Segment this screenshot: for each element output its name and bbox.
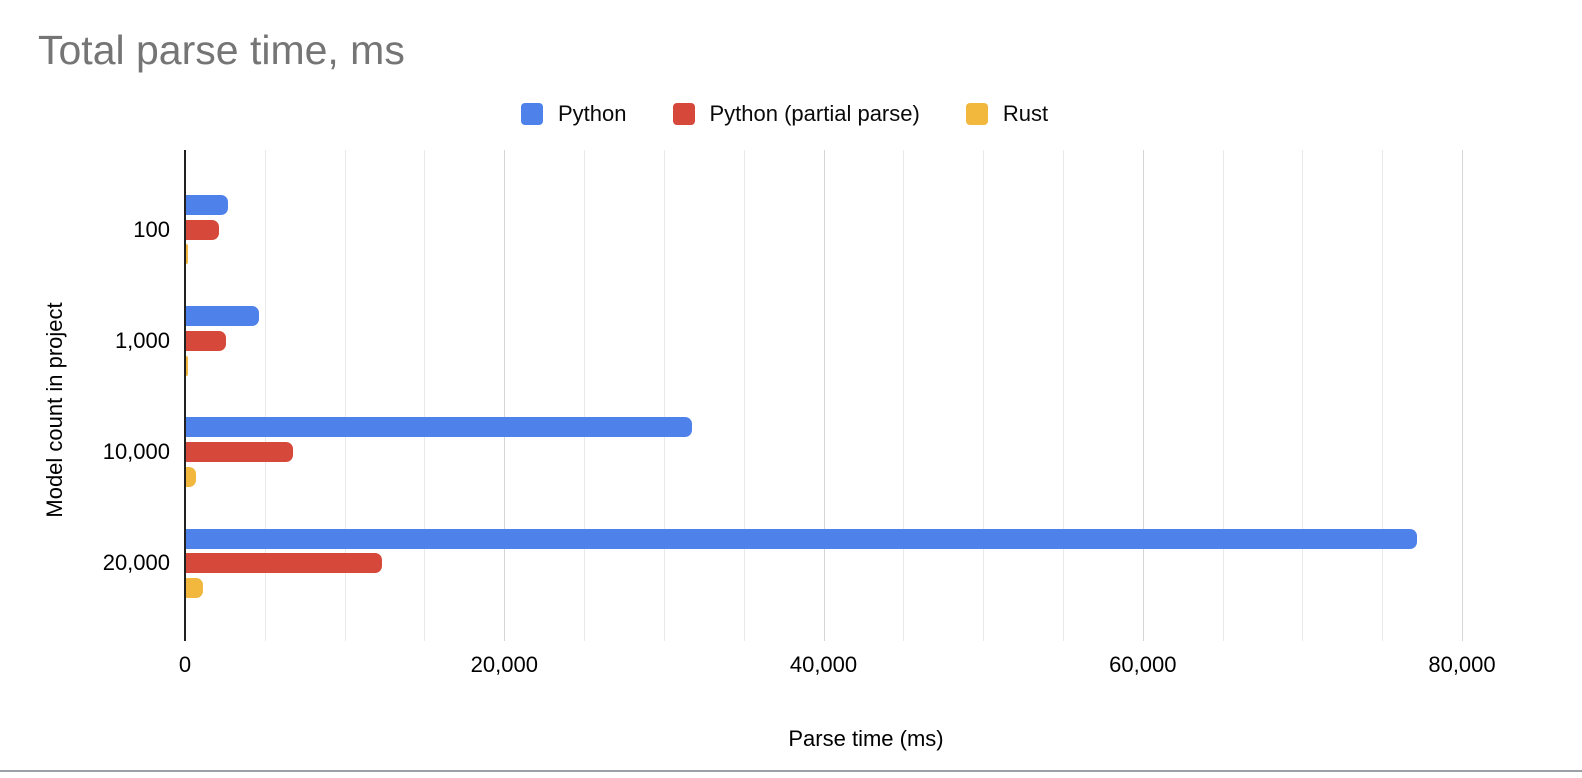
minor-gridline (983, 150, 985, 641)
bar-rust-1000 (186, 355, 188, 376)
y-axis-line (184, 150, 186, 641)
bar-rust-10000 (186, 466, 196, 487)
bottom-border-line (0, 770, 1582, 772)
bar-python-100 (186, 194, 228, 215)
legend-item: Python (partial parse) (672, 101, 920, 127)
minor-gridline (1062, 150, 1064, 641)
bar-python-partial-parse-100 (186, 219, 219, 240)
minor-gridline (743, 150, 745, 641)
legend-label: Python (558, 101, 627, 126)
bar-python-partial-parse-1000 (186, 330, 226, 351)
legend-item: Rust (965, 101, 1049, 127)
minor-gridline (344, 150, 346, 641)
x-tick-label: 0 (178, 652, 192, 677)
major-gridline (504, 150, 506, 641)
legend-swatch-icon (965, 103, 988, 125)
minor-gridline (424, 150, 426, 641)
x-tick-label: 80,000 (1428, 652, 1496, 677)
bar-python-1000 (186, 306, 259, 327)
minor-gridline (1222, 150, 1224, 641)
category-label: 20,000 (102, 550, 170, 576)
minor-gridline (584, 150, 586, 641)
x-axis-title: Parse time (ms) (788, 726, 944, 751)
chart-title: Total parse time, ms (38, 27, 405, 73)
bar-python-20000 (186, 528, 1417, 549)
chart-legend: Python Python (partial parse) Rust (521, 101, 1048, 127)
bar-python-partial-parse-10000 (186, 442, 293, 463)
legend-label: Rust (1002, 101, 1049, 126)
category-label: 10,000 (102, 439, 170, 465)
category-label: 100 (133, 216, 170, 242)
minor-gridline (1382, 150, 1384, 641)
bar-python-10000 (186, 417, 692, 438)
x-tick-label: 60,000 (1109, 652, 1177, 677)
bar-rust-100 (186, 244, 188, 265)
x-tick-label: 40,000 (789, 652, 858, 677)
major-gridline (823, 150, 825, 641)
legend-label: Python (partial parse) (709, 101, 920, 126)
minor-gridline (1302, 150, 1304, 641)
bar-python-partial-parse-20000 (186, 553, 383, 574)
minor-gridline (903, 150, 905, 641)
major-gridline (1462, 150, 1463, 641)
minor-gridline (663, 150, 665, 641)
legend-item: Python (521, 101, 627, 127)
bar-rust-20000 (186, 578, 204, 599)
legend-swatch-icon (672, 103, 695, 125)
x-tick-label: 20,000 (470, 652, 538, 677)
minor-gridline (264, 150, 266, 641)
legend-swatch-icon (521, 103, 543, 125)
category-label: 1,000 (114, 327, 170, 353)
major-gridline (1142, 150, 1144, 641)
